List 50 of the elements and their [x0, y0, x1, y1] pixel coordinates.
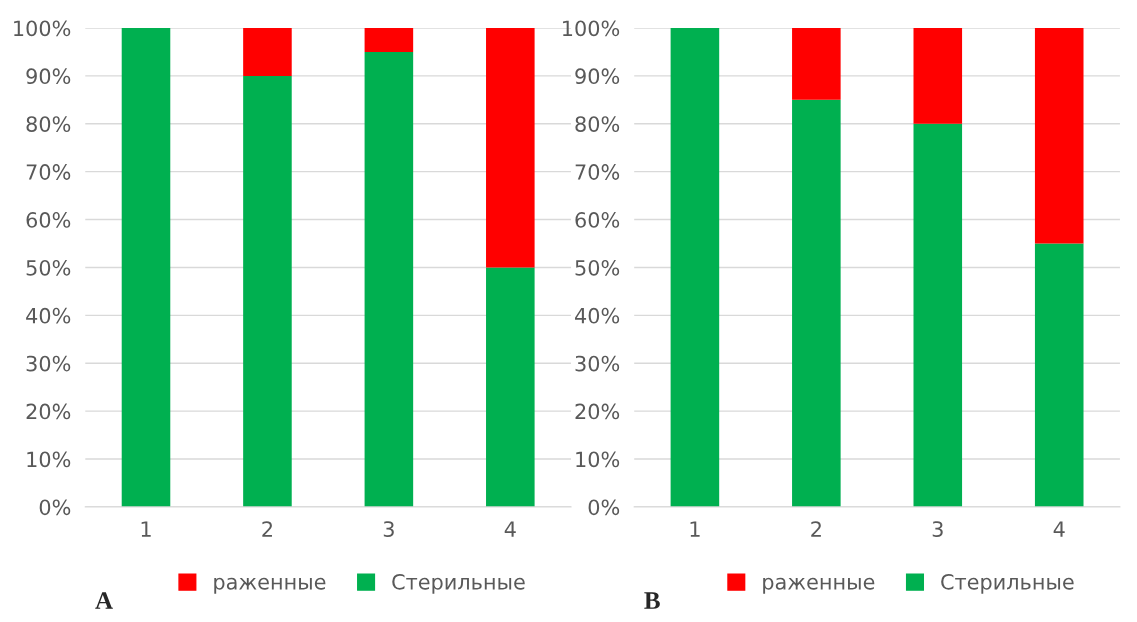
y-tick-label: 70% [26, 164, 71, 180]
legend-label: Стерильные [941, 573, 1074, 594]
bar [243, 75, 292, 507]
bar [1034, 27, 1084, 244]
y-tick-label: 20% [575, 403, 620, 420]
bar [243, 27, 292, 76]
x-tick-label: 3 [383, 521, 394, 537]
bar [792, 27, 841, 100]
y-tick-label: 80% [26, 116, 71, 132]
bar [364, 51, 414, 507]
y-tick-label: 10% [576, 451, 620, 468]
bar [670, 27, 720, 507]
y-tick-label: 60% [26, 212, 71, 228]
x-tick-label: 2 [262, 521, 272, 537]
y-tick-label: 0% [39, 499, 71, 516]
x-tick-label: 4 [504, 521, 516, 537]
legend-label: раженные [214, 577, 326, 594]
y-tick-label: 100% [563, 20, 620, 37]
y-tick-label: 90% [26, 68, 71, 85]
bar [913, 123, 963, 507]
bar [792, 99, 841, 507]
y-tick-label: 10% [27, 451, 71, 468]
bar [364, 27, 414, 52]
y-tick-label: 40% [26, 307, 71, 324]
bar [913, 27, 963, 124]
legend-label: Стерильные [392, 573, 525, 594]
y-tick-label: 100% [14, 20, 71, 37]
text: A [95, 592, 113, 609]
bar [121, 27, 171, 507]
bar [486, 27, 535, 268]
y-tick-label: 30% [26, 355, 71, 372]
y-tick-label: 0% [588, 499, 620, 516]
x-tick-label: 2 [811, 521, 821, 537]
y-tick-label: 80% [575, 116, 620, 132]
x-tick-label: 4 [1053, 521, 1065, 537]
y-tick-label: 20% [26, 403, 71, 420]
y-tick-label: 30% [575, 355, 620, 372]
x-tick-label: 1 [690, 521, 700, 537]
y-tick-label: 60% [575, 212, 620, 228]
text: B [644, 592, 660, 609]
x-tick-label: 1 [141, 521, 151, 537]
y-tick-label: 90% [575, 68, 620, 85]
y-tick-label: 50% [26, 259, 71, 276]
bar [1034, 243, 1084, 507]
bar [486, 267, 535, 507]
y-tick-label: 40% [575, 307, 620, 324]
x-tick-label: 3 [932, 521, 943, 537]
y-tick-label: 70% [575, 164, 620, 180]
y-tick-label: 50% [575, 259, 620, 276]
legend-label: раженные [763, 577, 875, 594]
